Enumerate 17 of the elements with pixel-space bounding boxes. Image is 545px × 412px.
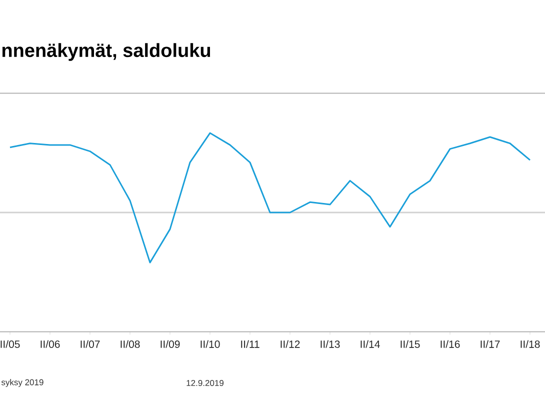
x-tick-label: II/15	[400, 340, 420, 348]
x-tick-label: II/09	[160, 340, 180, 348]
x-tick-label: II/07	[80, 340, 100, 348]
text: syksy 2019	[1, 379, 44, 387]
chart-title: nnenäkymät, saldoluku	[2, 43, 210, 61]
x-tick-label: II/10	[200, 340, 220, 348]
x-tick-label: II/14	[360, 340, 380, 348]
x-tick-label: II/05	[0, 340, 20, 348]
x-tick-label: II/13	[320, 340, 340, 348]
x-tick-label: II/17	[480, 340, 500, 348]
x-tick-label: II/06	[40, 340, 60, 348]
x-tick-label: II/12	[280, 340, 300, 348]
x-tick-label: II/08	[120, 340, 140, 348]
text: 12.9.2019	[186, 380, 224, 386]
x-tick-label: II/16	[440, 340, 460, 348]
x-tick-label: II/18	[520, 340, 540, 348]
x-tick-label: II/11	[241, 340, 260, 348]
